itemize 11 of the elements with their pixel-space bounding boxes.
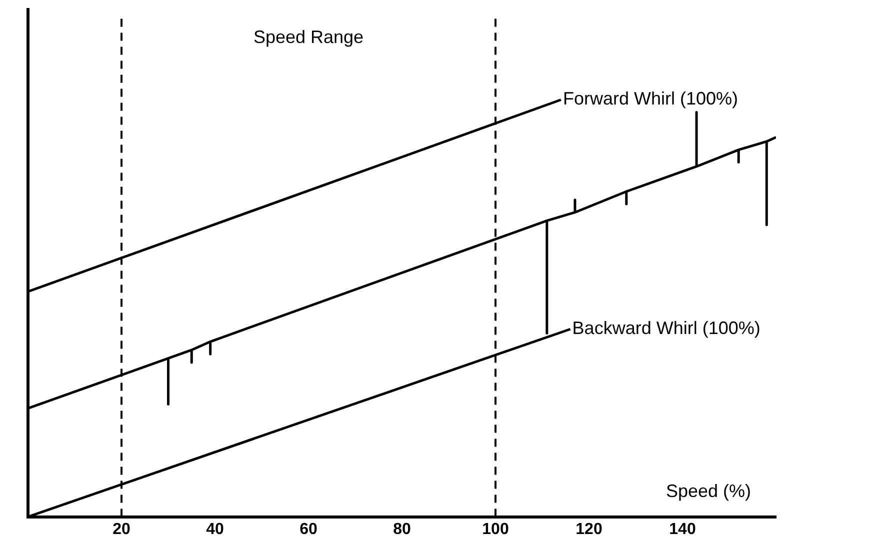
series-label: Backward Whirl (100%) bbox=[572, 318, 760, 338]
x-tick-label: 120 bbox=[576, 520, 602, 538]
x-tick-label: 80 bbox=[393, 520, 411, 538]
x-axis-title: Speed (%) bbox=[666, 480, 751, 501]
x-tick-label: 100 bbox=[482, 520, 509, 538]
x-tick-label: 40 bbox=[206, 520, 224, 538]
x-tick-label: 140 bbox=[669, 520, 696, 538]
text: Speed Range bbox=[253, 26, 364, 47]
x-tick-label: 60 bbox=[300, 520, 318, 538]
x-tick-label: 20 bbox=[112, 520, 130, 538]
series-label: Forward Whirl (100%) bbox=[562, 88, 738, 109]
